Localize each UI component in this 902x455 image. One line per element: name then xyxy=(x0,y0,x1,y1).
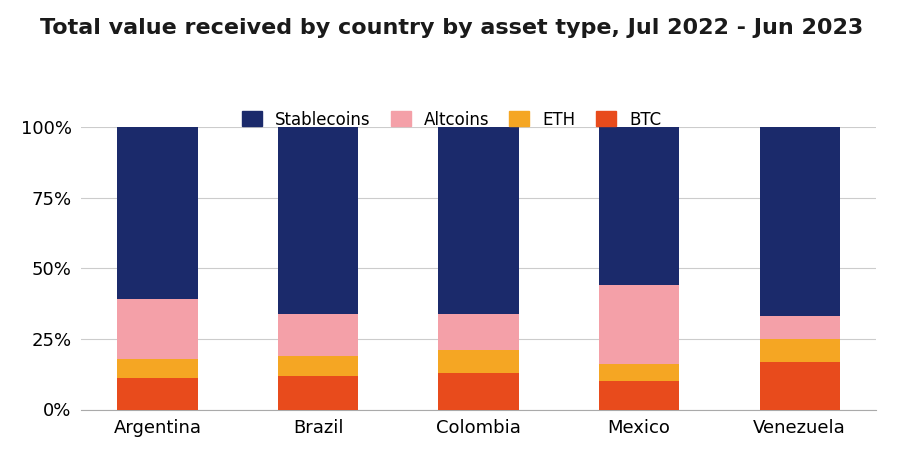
Bar xyxy=(598,285,678,364)
Bar xyxy=(278,127,358,313)
Bar xyxy=(278,356,358,376)
Bar xyxy=(117,379,198,410)
Bar xyxy=(598,127,678,285)
Bar xyxy=(438,313,518,350)
Bar xyxy=(759,362,839,410)
Legend: Stablecoins, Altcoins, ETH, BTC: Stablecoins, Altcoins, ETH, BTC xyxy=(235,104,667,135)
Bar xyxy=(117,127,198,299)
Bar xyxy=(117,359,198,379)
Bar xyxy=(438,350,518,373)
Bar xyxy=(278,313,358,356)
Text: Total value received by country by asset type, Jul 2022 - Jun 2023: Total value received by country by asset… xyxy=(40,18,862,38)
Bar xyxy=(759,339,839,362)
Bar xyxy=(438,373,518,410)
Bar xyxy=(438,127,518,313)
Bar xyxy=(117,299,198,359)
Bar xyxy=(759,127,839,316)
Bar xyxy=(598,381,678,410)
Bar xyxy=(278,376,358,410)
Bar xyxy=(759,316,839,339)
Bar xyxy=(598,364,678,381)
